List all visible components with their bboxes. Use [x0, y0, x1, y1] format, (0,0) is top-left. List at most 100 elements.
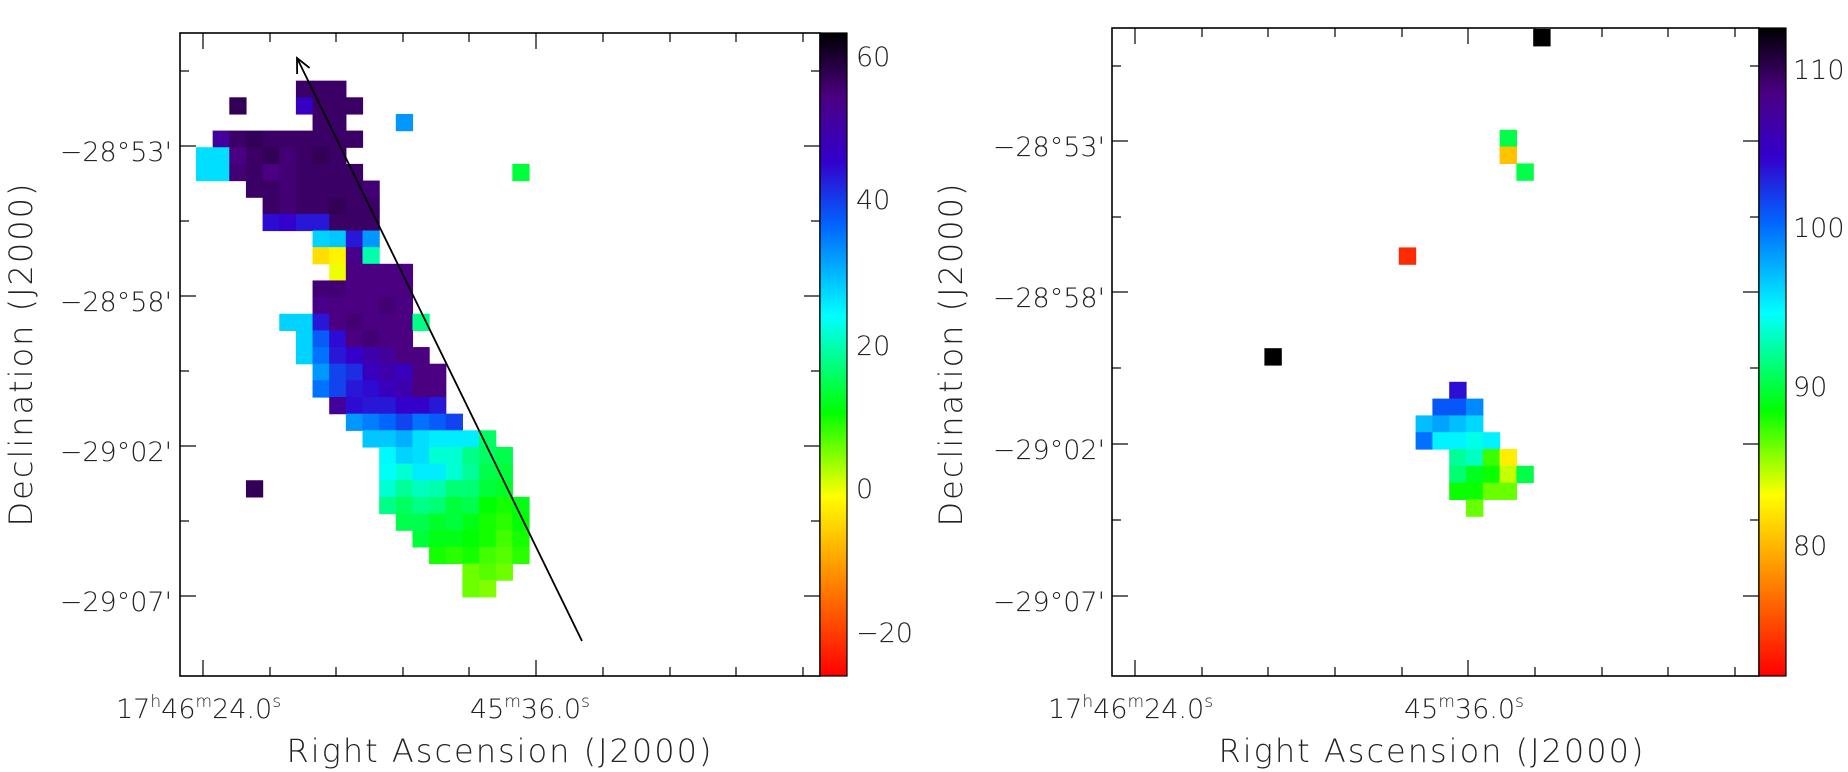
heatmap-pixel [362, 247, 380, 265]
heatmap-pixel [345, 197, 364, 215]
y-axis-label: Declination (J2000) [932, 182, 970, 527]
heatmap-pixel [345, 213, 364, 232]
direction-arrow-head [296, 56, 311, 75]
heatmap-pixel [345, 97, 364, 115]
heatmap-pixel [1466, 449, 1484, 467]
y-tick-label: −29°02' [993, 435, 1105, 466]
heatmap-pixel [279, 197, 297, 215]
heatmap-pixel [429, 430, 447, 448]
colorbar-tick-label: −20 [856, 618, 913, 649]
heatmap-pixel [379, 446, 397, 465]
heatmap-pixel [429, 446, 447, 465]
heatmap-pixel [1482, 449, 1501, 467]
heatmap-pixel [262, 163, 280, 182]
heatmap-pixel [495, 446, 513, 465]
y-tick-label: −28°53' [60, 137, 172, 168]
heatmap-pixel [279, 147, 297, 165]
colorbar-tick-label: 40 [856, 185, 890, 216]
heatmap-pixel [329, 163, 347, 182]
heatmap-pixel [1415, 415, 1433, 433]
x-tick-label: 45m36.0s [470, 692, 590, 725]
heatmap-pixel [362, 430, 380, 448]
heatmap-pixel [362, 180, 380, 198]
heatmap-pixel [412, 397, 430, 415]
heatmap-pixel [1449, 415, 1467, 433]
heatmap-pixel [462, 446, 480, 465]
heatmap-pixel [329, 213, 347, 232]
heatmap-pixel [279, 130, 297, 148]
heatmap-pixel [379, 363, 397, 381]
panel-left: 60 40 20 0 −20 −28°53' −28°58' −29°02' −… [2, 32, 913, 770]
heatmap-pixel [329, 263, 347, 282]
colorbar-tick-label: 20 [856, 331, 890, 362]
heatmap-pixel [412, 446, 430, 465]
heatmap-pixel [429, 363, 447, 381]
heatmap-pixel [312, 147, 330, 165]
heatmap-pixel [312, 213, 330, 232]
heatmap-pixel [479, 546, 497, 565]
heatmap-pixel [279, 313, 297, 331]
heatmap-pixel [462, 563, 480, 581]
y-tick-label: −28°58' [993, 283, 1105, 314]
heatmap-pixel [1466, 499, 1484, 517]
heatmap-pixel [412, 480, 430, 498]
heatmap-pixel [295, 180, 314, 198]
heatmap-pixel [1516, 163, 1534, 181]
heatmap-pixel [429, 530, 447, 548]
heatmap-pixel [412, 496, 430, 515]
heatmap-pixel [312, 313, 330, 331]
heatmap-pixel [212, 163, 230, 182]
heatmap-pixel [312, 247, 330, 265]
heatmap-pixel [429, 546, 447, 565]
heatmap-pixel [445, 513, 463, 531]
heatmap-pixel [412, 380, 430, 398]
heatmap-pixel [1449, 449, 1467, 467]
heatmap-pixel [345, 380, 364, 398]
heatmap-pixel [329, 363, 347, 381]
heatmap-pixel [362, 363, 380, 381]
heatmap-pixel [379, 347, 397, 365]
heatmap-pixel [312, 330, 330, 348]
heatmap-pixel [362, 397, 380, 415]
heatmap-pixel [245, 480, 264, 498]
heatmap-pixel [262, 180, 280, 198]
colorbar-tick-label: 100 [1793, 213, 1845, 244]
heatmap-pixel [412, 463, 430, 481]
heatmap-pixel [395, 496, 414, 515]
colorbar-tick-label: 60 [856, 42, 890, 73]
heatmap-pixel [479, 496, 497, 515]
heatmap-pixel [495, 480, 513, 498]
heatmap-pixel [212, 147, 230, 165]
heatmap-pixel [362, 347, 380, 365]
heatmap-pixel [479, 513, 497, 531]
heatmap-pixel [445, 463, 463, 481]
heatmap-pixel [395, 480, 414, 498]
heatmap-pixel [512, 530, 530, 548]
heatmap-pixel [312, 380, 330, 398]
heatmap-pixel [329, 113, 347, 132]
heatmap-pixel [1499, 146, 1517, 164]
heatmap-pixel [479, 463, 497, 481]
heatmap-pixel [379, 380, 397, 398]
heatmap-pixel [395, 380, 414, 398]
heatmap-pixel [329, 313, 347, 331]
heatmap-pixel [1449, 398, 1467, 416]
heatmap-pixel [329, 247, 347, 265]
heatmap-pixel [345, 347, 364, 365]
heatmap-pixel [1449, 381, 1467, 400]
heatmap-pixel [245, 163, 264, 182]
heatmap-pixel [445, 496, 463, 515]
colorbar-frame-right [1758, 27, 1787, 677]
y-tick-label: −29°07' [993, 587, 1105, 618]
heatmap-pixel [312, 113, 330, 132]
x-tick-marks-right [1134, 28, 1736, 676]
x-axis-label: Right Ascension (J2000) [287, 732, 714, 770]
heatmap-pixel [1499, 465, 1517, 484]
heatmap-pixel [229, 130, 247, 148]
heatmap-pixel [295, 163, 314, 182]
heatmap-pixel [295, 130, 314, 148]
heatmap-pixel [329, 397, 347, 415]
heatmap-pixel [479, 580, 497, 598]
heatmap-pixel [312, 130, 330, 148]
heatmap-pixel [1449, 432, 1467, 450]
